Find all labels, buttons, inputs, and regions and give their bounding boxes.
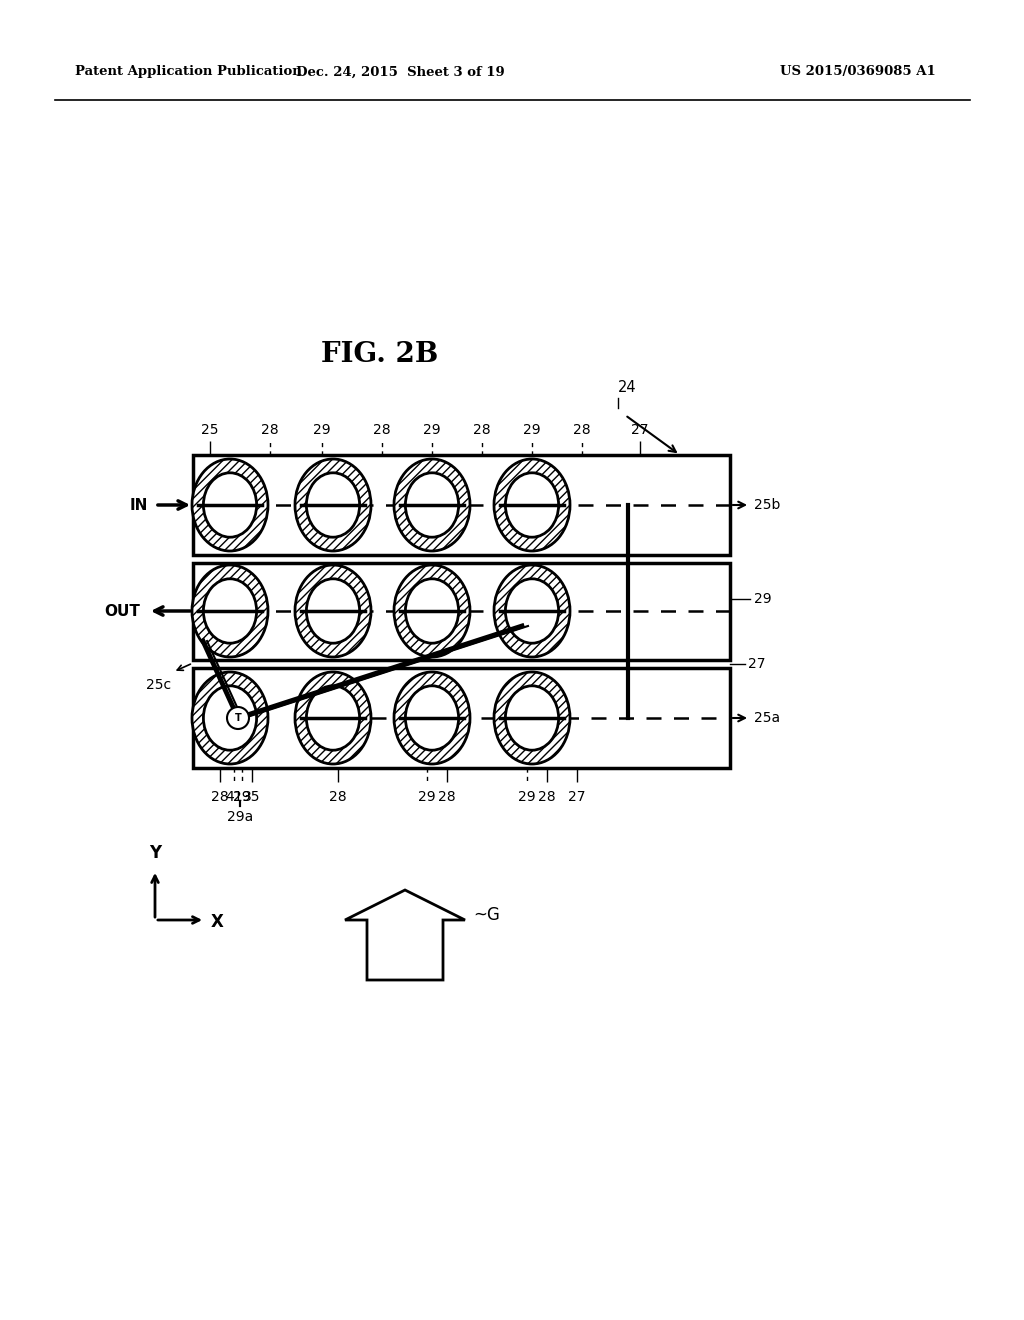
Text: 27: 27 [568,789,586,804]
Ellipse shape [506,686,559,750]
Text: 29: 29 [313,422,331,437]
Ellipse shape [306,473,359,537]
Ellipse shape [494,565,570,657]
Text: IN: IN [130,498,148,512]
Ellipse shape [394,459,470,550]
Circle shape [227,708,249,729]
Text: 25a: 25a [754,711,780,725]
Text: Dec. 24, 2015  Sheet 3 of 19: Dec. 24, 2015 Sheet 3 of 19 [296,66,505,78]
Text: 41: 41 [225,789,243,804]
Polygon shape [345,890,465,979]
Text: Patent Application Publication: Patent Application Publication [75,66,302,78]
Text: 29: 29 [418,789,436,804]
Ellipse shape [394,672,470,764]
Text: 28: 28 [573,422,591,437]
Ellipse shape [295,672,371,764]
Text: 29: 29 [523,422,541,437]
Ellipse shape [306,578,359,643]
Text: 29: 29 [518,789,536,804]
Ellipse shape [193,565,268,657]
Ellipse shape [494,459,570,550]
Text: 28: 28 [261,422,279,437]
Text: 25c: 25c [145,678,171,692]
Text: 27: 27 [631,422,649,437]
Ellipse shape [306,686,359,750]
Ellipse shape [204,578,257,643]
Ellipse shape [406,578,459,643]
Text: 28: 28 [373,422,391,437]
Text: 28: 28 [438,789,456,804]
Text: US 2015/0369085 A1: US 2015/0369085 A1 [780,66,936,78]
Text: OUT: OUT [104,603,140,619]
Ellipse shape [204,473,257,537]
Bar [193,564,730,660]
Text: T: T [234,713,242,723]
Text: 29: 29 [233,789,251,804]
Text: 29a: 29a [227,810,253,824]
Text: 28: 28 [539,789,556,804]
Ellipse shape [295,459,371,550]
Text: 25: 25 [202,422,219,437]
Ellipse shape [406,686,459,750]
Text: 24: 24 [618,380,637,395]
Text: 28: 28 [329,789,347,804]
Text: ~G: ~G [473,906,500,924]
Bar [193,668,730,768]
Ellipse shape [506,473,559,537]
Text: Y: Y [148,843,161,862]
Text: 25b: 25b [754,498,780,512]
Bar [193,455,730,554]
Ellipse shape [406,473,459,537]
Text: 27: 27 [748,657,766,671]
Ellipse shape [494,672,570,764]
Text: 29: 29 [754,591,772,606]
Ellipse shape [506,578,559,643]
Ellipse shape [193,672,268,764]
Ellipse shape [204,686,257,750]
Ellipse shape [193,459,268,550]
Text: 28: 28 [211,789,228,804]
Text: 35: 35 [244,789,261,804]
Ellipse shape [394,565,470,657]
Text: FIG. 2B: FIG. 2B [322,342,438,368]
Text: X: X [211,913,224,931]
Text: 28: 28 [473,422,490,437]
Ellipse shape [295,565,371,657]
Text: 29: 29 [423,422,440,437]
